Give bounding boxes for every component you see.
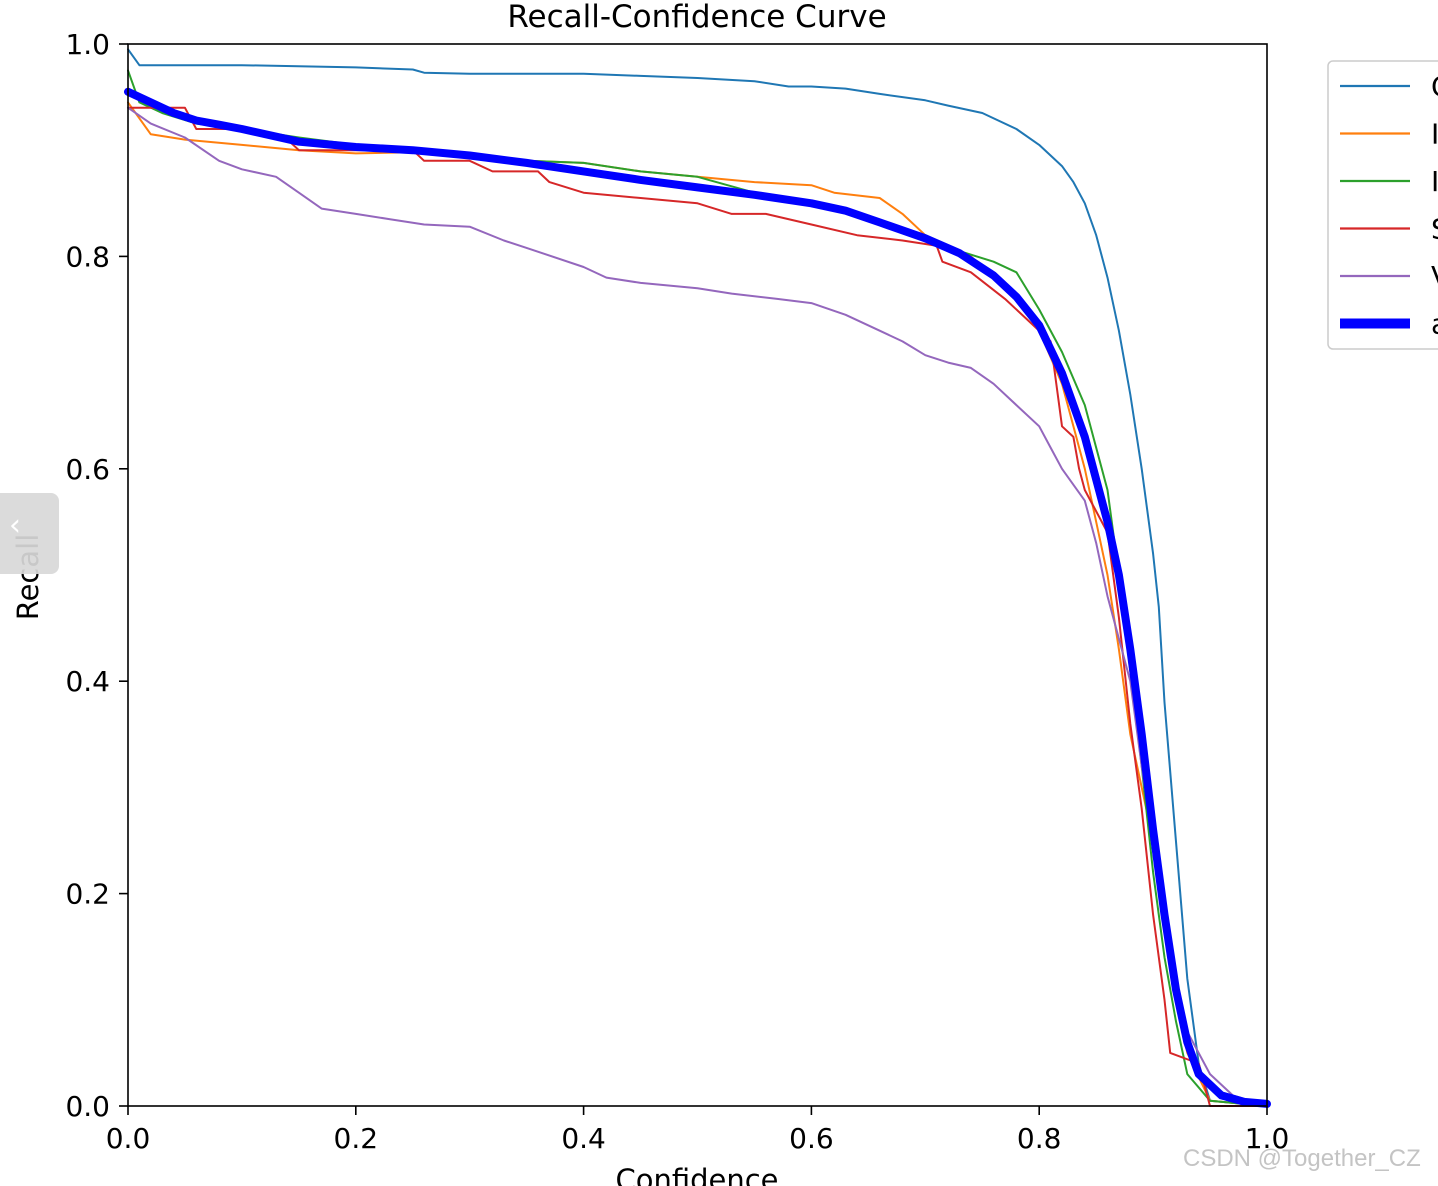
- legend-label: I: [1431, 118, 1438, 151]
- x-axis: 0.0 0.2 0.4 0.6 0.8 1.0: [106, 1106, 1290, 1155]
- x-tick-label: 1.0: [1245, 1122, 1290, 1155]
- plot-lines: [124, 48, 1271, 1108]
- x-tick-label: 0.4: [561, 1122, 606, 1155]
- y-axis: 0.0 0.2 0.4 0.6 0.8 1.0: [65, 28, 128, 1123]
- chevron-left-icon: ‹: [9, 508, 21, 543]
- legend: CIISVa: [1327, 60, 1438, 350]
- legend-label: V: [1431, 260, 1438, 293]
- watermark: CSDN @Together_CZ: [1183, 1145, 1421, 1172]
- y-tick-label: 0.8: [65, 240, 110, 273]
- y-tick-label: 0.0: [65, 1090, 110, 1123]
- series-line-1: [127, 48, 1268, 1107]
- chart-title: Recall-Confidence Curve: [507, 0, 886, 35]
- y-tick-label: 0.4: [65, 665, 110, 698]
- series-line-6: [124, 87, 1271, 1108]
- legend-label: a: [1431, 308, 1438, 341]
- legend-box: [1327, 60, 1438, 350]
- y-tick-label: 0.2: [65, 878, 110, 911]
- x-axis-label: Confidence: [615, 1163, 778, 1186]
- legend-label: S: [1431, 213, 1438, 246]
- x-tick-label: 0.6: [789, 1122, 834, 1155]
- legend-label: I: [1431, 165, 1438, 198]
- y-tick-label: 1.0: [65, 28, 110, 61]
- side-collapse-tab[interactable]: ‹: [0, 493, 59, 574]
- x-tick-label: 0.0: [106, 1122, 151, 1155]
- legend-label: C: [1431, 70, 1438, 103]
- plot-frame: [127, 43, 1268, 1107]
- y-tick-label: 0.6: [65, 453, 110, 486]
- x-tick-label: 0.2: [334, 1122, 379, 1155]
- x-tick-label: 0.8: [1017, 1122, 1062, 1155]
